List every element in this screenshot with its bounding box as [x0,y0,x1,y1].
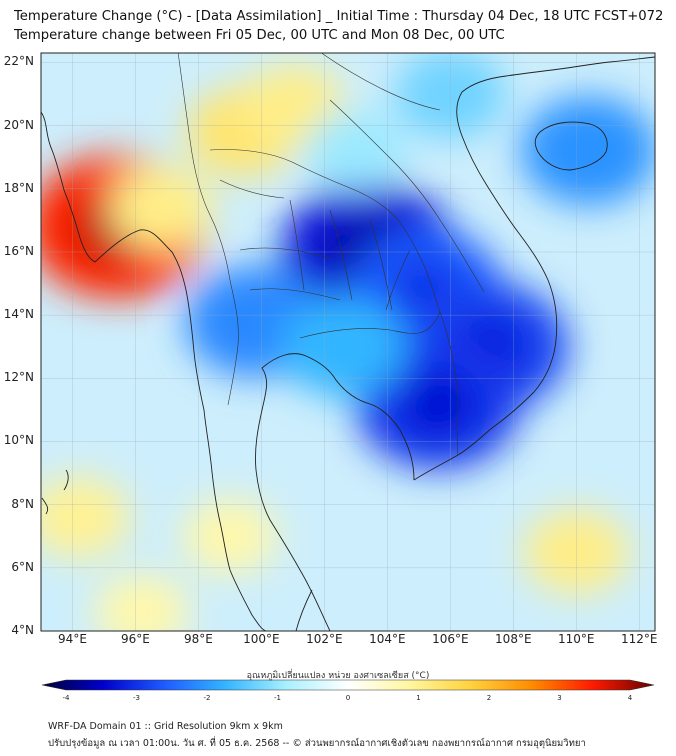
colorbar-title: อุณหภูมิเปลี่ยนแปลง หน่วย องศาเซลเซียส (… [246,671,430,681]
coastline-andaman [41,469,69,515]
border-thailand-cambodia [299,311,441,339]
lon-label-2: 98°E [183,632,213,646]
country-borders [177,53,485,456]
coastline-gulf [255,353,415,631]
colorbar-tick-6: 2 [486,694,492,702]
lon-label-9: 112°E [621,632,658,646]
anomaly-blob-5 [41,476,130,558]
lat-label-7: 8°N [11,496,34,511]
border-cambodia-vietnam [439,311,459,456]
lon-label-3: 100°E [243,632,280,646]
colorbar-tick-4: 0 [345,694,351,702]
anomaly-blob-4 [182,498,278,575]
anomaly-blob-16 [305,110,407,192]
border-myanmar-thailand [177,53,239,406]
border-laos-vietnam [329,99,485,293]
colorbar-tick-7: 3 [557,694,562,702]
footer-model-info: WRF-DA Domain 01 :: Grid Resolution 9km … [48,721,283,732]
province-lines-1 [239,199,353,301]
province-lines-2 [219,179,411,311]
colorbar-tick-0: -4 [62,694,70,702]
colorbar-gradient [41,679,655,691]
lat-label-4: 14°N [3,307,34,322]
anomaly-blob-13 [280,296,407,398]
colorbar-tick-3: -1 [274,694,281,702]
lat-label-1: 20°N [3,117,34,132]
lat-label-9: 4°N [11,623,34,637]
graticule [41,53,655,631]
map-subtitle: Temperature change between Fri 05 Dec, 0… [14,28,505,43]
colorbar [41,679,655,691]
lat-label-3: 16°N [3,243,34,258]
map-frame [40,52,656,632]
anomaly-blob-6 [94,574,189,631]
coastline-vietnam [413,56,655,481]
lon-label-0: 94°E [58,632,87,646]
lon-label-8: 110°E [558,632,595,646]
lat-label-2: 18°N [3,180,34,195]
colorbar-tick-2: -2 [203,694,211,702]
colorbar-tick-1: -3 [133,694,140,702]
lon-label-7: 108°E [495,632,532,646]
lat-label-5: 12°N [3,370,34,385]
anomaly-core-12 [398,370,478,437]
lon-label-1: 96°E [121,632,150,646]
coastline-hainan [534,121,608,171]
lat-label-6: 10°N [3,433,34,448]
map-title: Temperature Change (°C) - [Data Assimila… [14,9,664,24]
footer-update-info: ปรับปรุงข้อมูล ณ เวลา 01:00น. วัน ศ. ที่… [48,738,586,749]
temperature-field [41,53,655,631]
coastline-south [295,589,313,631]
lon-label-6: 106°E [432,632,469,646]
border-china [320,53,441,111]
colorbar-tick-5: 1 [416,694,421,702]
anomaly-blob-1 [108,165,214,250]
anomaly-blob-14 [520,96,655,206]
lat-label-0: 22°N [3,54,34,69]
coastline-myanmar [41,111,221,523]
lon-label-5: 104°E [369,632,406,646]
lon-label-4: 102°E [306,632,343,646]
colorbar-tick-8: 4 [627,694,633,702]
coastline-peninsula-west [219,521,267,631]
coastlines [41,56,655,631]
border-thailand-laos [209,149,441,313]
lat-label-8: 6°N [11,559,34,574]
